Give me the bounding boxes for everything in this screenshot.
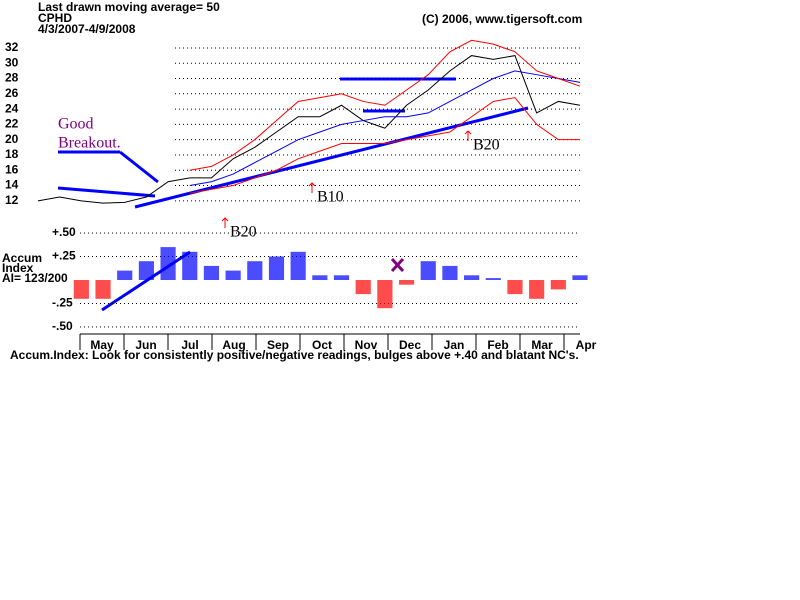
y-tick-label: 22 bbox=[5, 117, 19, 131]
x-tick-label: May bbox=[90, 338, 114, 352]
accum-bar bbox=[203, 265, 220, 280]
trend-line bbox=[101, 250, 191, 312]
copyright: (C) 2006, www.tigersoft.com bbox=[422, 12, 582, 26]
y-tick-label: +.50 bbox=[52, 225, 76, 239]
annotation: Breakout. bbox=[58, 135, 121, 152]
x-tick-label: Jun bbox=[135, 338, 156, 352]
panel-title: Accum bbox=[2, 251, 42, 265]
annotation: B20 bbox=[473, 137, 500, 154]
accum-bar bbox=[117, 270, 133, 280]
cross-mark bbox=[390, 257, 405, 273]
y-tick-label: -.50 bbox=[52, 319, 73, 333]
accum-bar bbox=[550, 280, 566, 290]
y-tick-label: 28 bbox=[5, 71, 19, 85]
x-tick-label: Nov bbox=[355, 338, 378, 352]
accum-bar bbox=[225, 270, 241, 280]
accum-bar bbox=[333, 275, 350, 280]
trend-line bbox=[57, 186, 156, 198]
accum-bar bbox=[529, 280, 545, 299]
accum-bar bbox=[290, 251, 306, 280]
accum-bar bbox=[138, 261, 154, 280]
series-line bbox=[189, 70, 581, 187]
annotation: B20 bbox=[230, 224, 257, 241]
accum-bar bbox=[73, 280, 89, 299]
accum-bar bbox=[95, 280, 111, 299]
x-tick-label: Oct bbox=[312, 338, 332, 352]
x-tick-label: Dec bbox=[399, 338, 421, 352]
accum-bar bbox=[355, 280, 371, 295]
x-tick-label: Mar bbox=[531, 338, 553, 352]
x-tick-label: Jan bbox=[444, 338, 465, 352]
series-line bbox=[37, 55, 581, 204]
accum-bar bbox=[507, 280, 523, 295]
series-line bbox=[189, 39, 581, 171]
y-tick-label: 26 bbox=[5, 86, 19, 100]
accum-bar bbox=[464, 275, 480, 280]
trend-line bbox=[119, 150, 159, 184]
y-tick-label: 24 bbox=[5, 101, 19, 115]
y-tick-label: +.25 bbox=[52, 249, 76, 263]
y-tick-label: -.25 bbox=[52, 296, 73, 310]
accum-bar bbox=[377, 280, 393, 309]
accum-bar bbox=[268, 256, 285, 280]
symbol: CPHD bbox=[38, 11, 72, 25]
date-range: 4/3/2007-4/9/2008 bbox=[38, 22, 136, 36]
panel-title: AI= 123/200 bbox=[2, 271, 68, 285]
accum-bar bbox=[312, 275, 328, 280]
accum-bar bbox=[160, 247, 176, 280]
x-tick-label: Feb bbox=[487, 338, 508, 352]
x-tick-label: Apr bbox=[576, 338, 597, 352]
accum-bar bbox=[442, 265, 458, 280]
accum-bar bbox=[420, 261, 436, 280]
accum-bar bbox=[247, 261, 263, 280]
x-tick-label: Aug bbox=[222, 338, 245, 352]
y-tick-label: 30 bbox=[5, 55, 19, 69]
y-tick-label: 32 bbox=[5, 40, 19, 54]
y-tick-label: 16 bbox=[5, 162, 19, 176]
trend-line bbox=[134, 106, 529, 209]
signal-arrows bbox=[221, 130, 472, 228]
accum-bar bbox=[485, 278, 501, 280]
accum-bar bbox=[572, 275, 588, 280]
accum-bar bbox=[182, 251, 198, 280]
header-title: Last drawn moving average= 50 bbox=[38, 0, 220, 14]
annotation: B10 bbox=[317, 189, 344, 206]
y-tick-label: 18 bbox=[5, 147, 19, 161]
y-tick-label: 20 bbox=[5, 132, 19, 146]
y-tick-label: 14 bbox=[5, 178, 19, 192]
y-tick-label: 12 bbox=[5, 193, 19, 207]
accum-bar bbox=[398, 280, 415, 285]
footer-note: Accum.Index: Look for consistently posit… bbox=[10, 348, 579, 362]
series-line bbox=[189, 97, 580, 194]
annotation: Good bbox=[58, 116, 94, 133]
panel-title: Index bbox=[2, 261, 34, 275]
x-tick-label: Jul bbox=[181, 338, 198, 352]
x-tick-label: Sep bbox=[267, 338, 289, 352]
